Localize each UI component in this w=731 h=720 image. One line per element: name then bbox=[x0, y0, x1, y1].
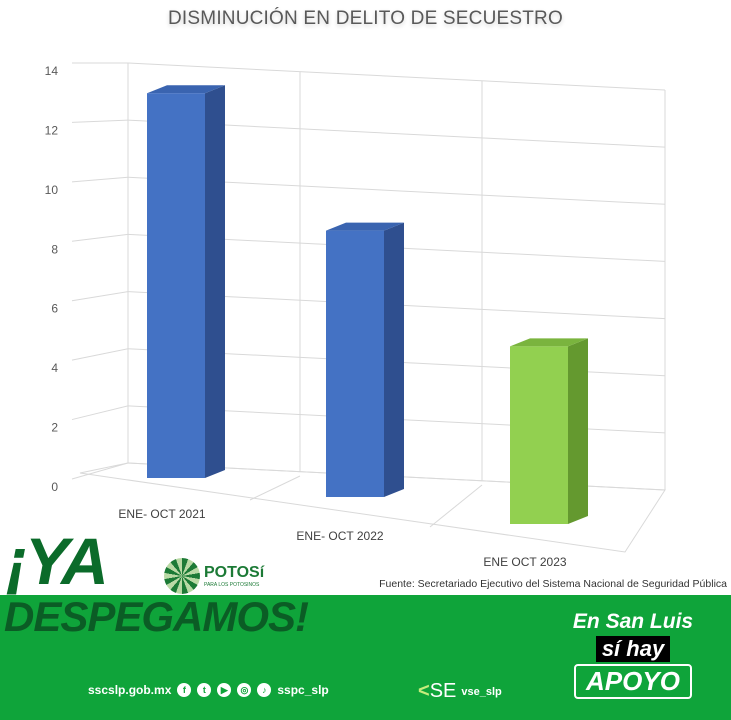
floor-divider bbox=[249, 475, 301, 501]
y-tick-label: 14 bbox=[45, 64, 59, 78]
y-tick-label: 2 bbox=[51, 421, 58, 435]
bar bbox=[326, 230, 384, 497]
bar-side bbox=[384, 222, 404, 497]
website-link[interactable]: sscslp.gob.mx bbox=[88, 683, 172, 697]
bar-top bbox=[510, 338, 588, 347]
x-tick-label: ENE- OCT 2021 bbox=[118, 507, 205, 521]
gridline-side bbox=[71, 233, 129, 242]
twitter-icon[interactable]: t bbox=[197, 683, 212, 697]
gridline-side bbox=[71, 119, 129, 123]
y-tick-label: 0 bbox=[51, 480, 58, 494]
x-tick-label: ENE- OCT 2022 bbox=[296, 529, 383, 543]
potosi-logo: POTOSí PARA LOS POTOSINOS bbox=[164, 558, 264, 594]
potosi-emblem-icon bbox=[164, 558, 200, 594]
social-handle[interactable]: sspc_slp bbox=[277, 683, 329, 697]
gridline-side bbox=[71, 348, 129, 361]
bar-side bbox=[568, 338, 588, 524]
bar-top bbox=[147, 85, 225, 94]
chart-title: DISMINUCIÓN EN DELITO DE SECUESTRO bbox=[168, 8, 563, 29]
logo-name: POTOSí bbox=[204, 564, 265, 581]
slogan-line-1: En San Luis bbox=[572, 610, 694, 633]
se-logo-group: <SE vse_slp bbox=[418, 680, 502, 703]
slogan-line-2: sí hay bbox=[595, 636, 671, 662]
gridline-side bbox=[71, 462, 129, 480]
bar bbox=[147, 93, 205, 478]
source-note: Fuente: Secretariado Ejecutivo del Siste… bbox=[379, 578, 727, 590]
y-tick-label: 12 bbox=[45, 123, 59, 137]
facebook-icon[interactable]: f bbox=[177, 683, 192, 697]
y-tick-label: 6 bbox=[51, 302, 58, 316]
contact-row: sscslp.gob.mx f t ▶ ◎ ♪ sspc_slp bbox=[88, 683, 329, 697]
tiktok-icon[interactable]: ♪ bbox=[257, 683, 272, 697]
slogan-line-3: APOYO bbox=[574, 664, 692, 699]
headline-ya: ¡YA bbox=[6, 524, 109, 598]
floor bbox=[79, 462, 666, 553]
floor-divider bbox=[429, 484, 483, 528]
youtube-icon[interactable]: ▶ bbox=[217, 683, 232, 697]
bar-side bbox=[205, 85, 225, 478]
gridline-side bbox=[71, 176, 129, 183]
se-logo: <SE bbox=[418, 680, 457, 702]
y-tick-label: 4 bbox=[51, 361, 58, 375]
bar-top bbox=[326, 222, 404, 231]
chart: 0 2 4 6 8 10 12 14 ENE- OCT 2021 ENE- OCT 2022 ENE… bbox=[45, 62, 666, 569]
bar bbox=[510, 346, 568, 524]
logo-sub: PARA LOS POTOSINOS bbox=[204, 582, 260, 588]
x-tick-label: ENE OCT 2023 bbox=[483, 555, 566, 569]
headline-despegamos: DESPEGAMOS! bbox=[4, 593, 309, 640]
y-tick-label: 10 bbox=[45, 183, 59, 197]
se-handle[interactable]: vse_slp bbox=[461, 685, 502, 698]
gridline-side bbox=[71, 405, 129, 421]
y-tick-label: 8 bbox=[51, 242, 58, 256]
instagram-icon[interactable]: ◎ bbox=[237, 683, 252, 697]
slogan: En San Luis sí hay APOYO bbox=[558, 610, 708, 699]
gridline-back bbox=[127, 62, 666, 91]
gridline-side bbox=[71, 291, 129, 302]
